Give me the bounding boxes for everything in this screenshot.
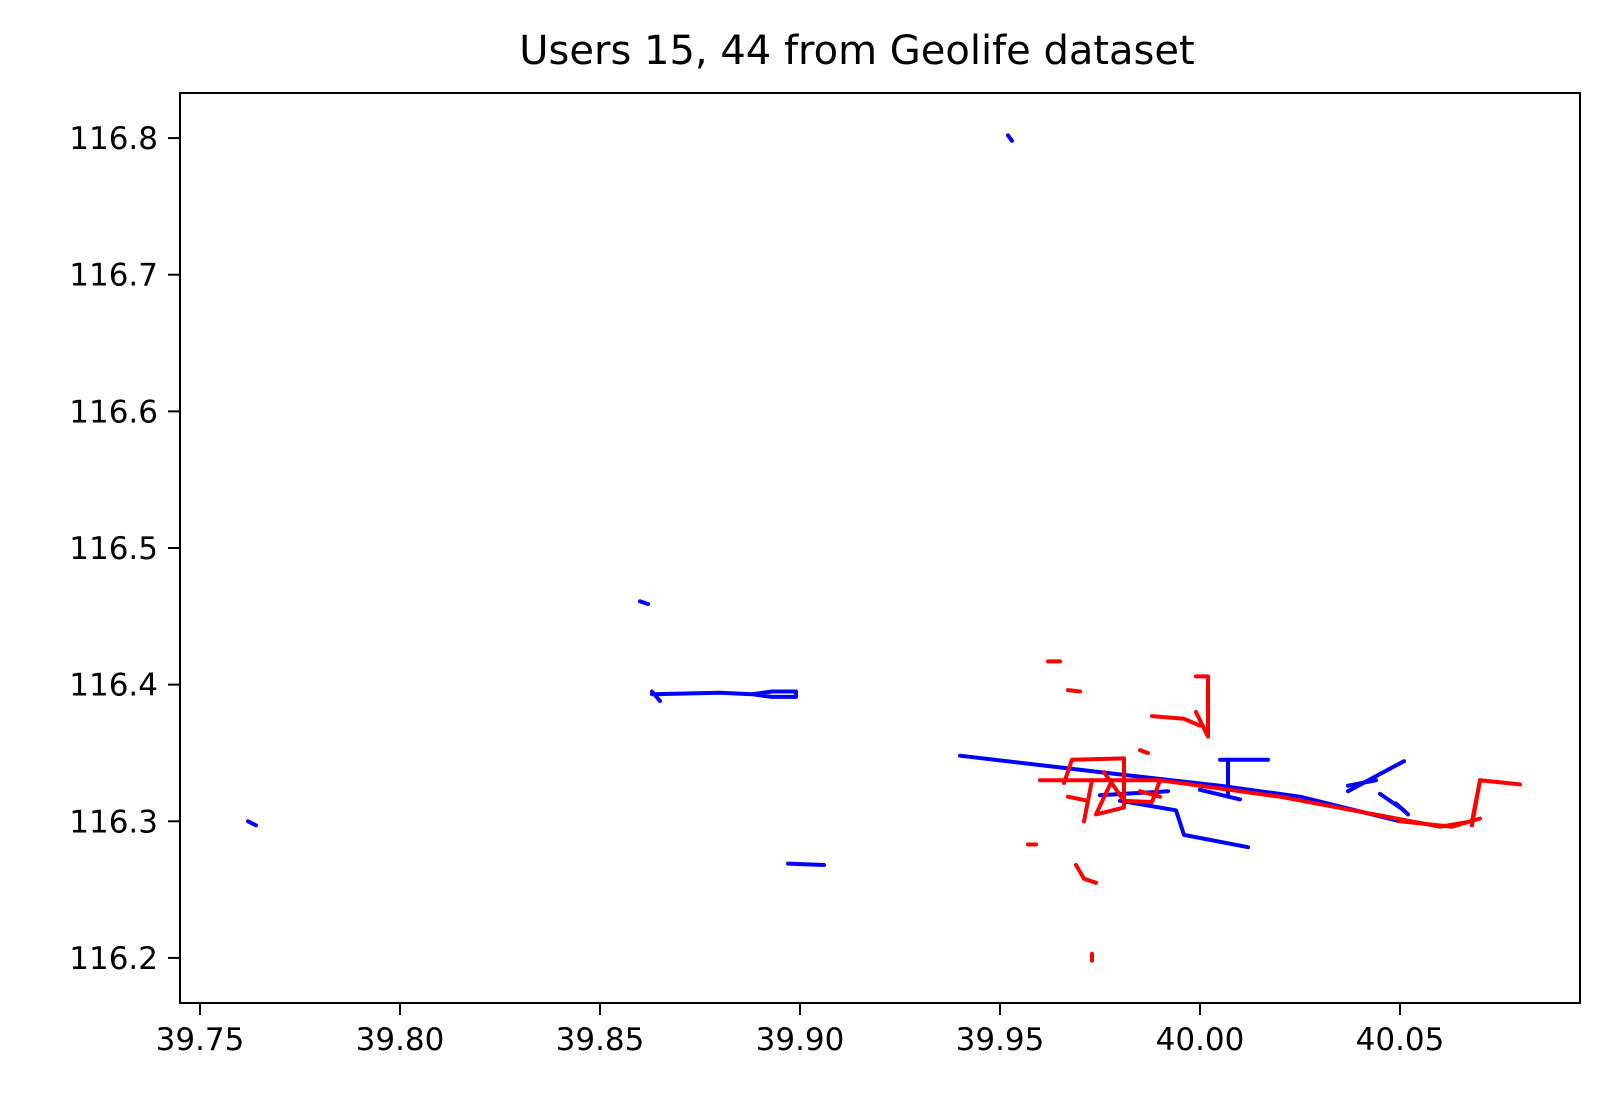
x-tick-label: 40.05: [1356, 1022, 1445, 1058]
series-1-segment: [1138, 789, 1162, 799]
series-0-segment: [246, 819, 258, 828]
series-1: [1026, 659, 1522, 963]
series-1-segment: [1074, 863, 1098, 885]
series-0-segment: [1118, 798, 1250, 850]
series-0-segment: [1394, 801, 1410, 817]
series-1-segment: [1398, 816, 1482, 829]
y-axis: 116.2 116.3 116.4 116.5 116.6 116.7 116.8: [69, 121, 180, 977]
series-1-segment: [1066, 794, 1090, 803]
series-1-segment: [1062, 756, 1126, 817]
y-tick-label: 116.3: [69, 804, 158, 840]
chart-title: Users 15, 44 from Geolife dataset: [519, 28, 1194, 74]
series-0-segment: [650, 689, 662, 703]
series-1-segment: [1470, 778, 1482, 828]
x-tick-label: 39.95: [956, 1022, 1045, 1058]
x-tick-label: 39.85: [556, 1022, 645, 1058]
x-tick-label: 39.80: [356, 1022, 445, 1058]
y-tick-label: 116.8: [69, 121, 158, 157]
y-tick-label: 116.4: [69, 668, 158, 704]
y-tick-label: 116.7: [69, 258, 158, 294]
series-1-segment: [1066, 688, 1082, 694]
series-0-segment: [1346, 759, 1406, 794]
y-tick-label: 116.6: [69, 394, 158, 430]
series-0-segment: [1198, 787, 1242, 802]
series-1-segment: [1194, 674, 1210, 739]
series-1-segment: [1138, 748, 1150, 755]
series-0: [246, 133, 1410, 867]
series-0-segment: [786, 861, 826, 867]
x-axis: 39.75 39.80 39.85 39.90 39.95 40.00 40.05: [156, 1003, 1445, 1058]
y-tick-label: 116.2: [69, 941, 158, 977]
x-tick-label: 40.00: [1156, 1022, 1245, 1058]
x-tick-label: 39.75: [156, 1022, 245, 1058]
series-0-segment: [1346, 778, 1378, 788]
plot-series: [246, 133, 1522, 963]
y-tick-label: 116.5: [69, 531, 158, 567]
series-1-segment: [1102, 770, 1162, 805]
series-0-segment: [650, 689, 798, 699]
series-0-segment: [1006, 133, 1014, 143]
series-0-segment: [638, 599, 650, 606]
series-1-segment: [1150, 714, 1202, 728]
x-tick-label: 39.90: [756, 1022, 845, 1058]
